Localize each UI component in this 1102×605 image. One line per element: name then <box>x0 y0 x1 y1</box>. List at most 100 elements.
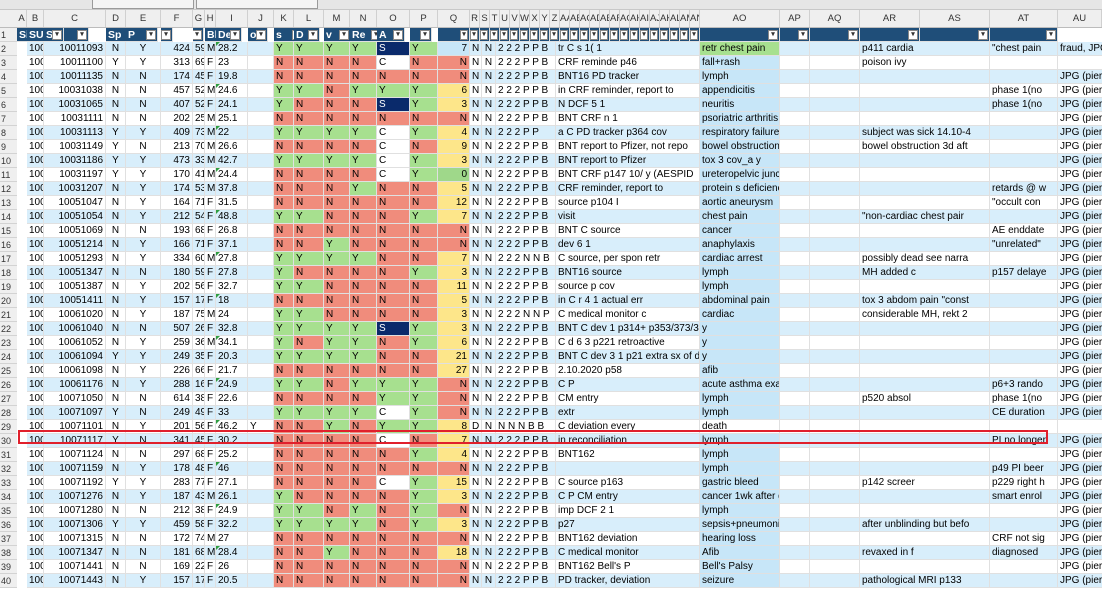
cell-age[interactable]: 73 <box>193 126 205 140</box>
cell-sae[interactable]: bowel obstruction <box>700 140 780 154</box>
cell-bmi[interactable]: 24.9 <box>216 378 248 392</box>
cell-note[interactable] <box>990 280 1058 294</box>
cell-narrative[interactable]: MH added c <box>860 266 990 280</box>
cell-r[interactable]: N <box>482 462 496 476</box>
cell-sp[interactable]: Y <box>126 238 161 252</box>
cell-sp[interactable]: Y <box>126 350 161 364</box>
cell-v[interactable]: N <box>350 238 377 252</box>
cell-source[interactable]: imp DCF 2 1 <box>556 504 700 518</box>
cell-v[interactable]: Y <box>350 322 377 336</box>
cell-sex[interactable]: F <box>205 518 216 532</box>
cell-d[interactable]: Y <box>324 322 350 336</box>
cell-narrative[interactable]: after unblinding but befo <box>860 518 990 532</box>
cell-d[interactable]: N <box>324 490 350 504</box>
cell-example[interactable]: JPG (pierre's list) <box>1058 196 1102 210</box>
cell-count[interactable]: 15 <box>438 476 470 490</box>
cell-a[interactable]: Y <box>410 168 438 182</box>
cell-a[interactable]: N <box>410 56 438 70</box>
cell-re[interactable]: N <box>377 182 410 196</box>
cell-s[interactable]: Y <box>106 476 126 490</box>
cell-source[interactable]: BNT C source <box>556 224 700 238</box>
cell-wp-error[interactable] <box>810 490 860 504</box>
row-header[interactable]: 26 <box>0 378 17 392</box>
cell-subject-id[interactable]: 10011135 <box>44 70 106 84</box>
filter-dropdown-icon[interactable]: ▾ <box>193 30 202 40</box>
cell-q[interactable]: N <box>470 294 482 308</box>
column-header[interactable]: AI <box>640 10 650 27</box>
header-cell[interactable]: P ▾ <box>126 28 158 42</box>
cell-count[interactable]: N <box>438 378 470 392</box>
cell-reason[interactable] <box>780 476 810 490</box>
cell-p[interactable]: 201 <box>161 420 193 434</box>
cell-s2[interactable]: N <box>294 182 324 196</box>
cell-de[interactable] <box>248 56 274 70</box>
cell-wp-error[interactable] <box>810 280 860 294</box>
header-cell[interactable]: ▾ <box>600 28 610 42</box>
cell-narrative[interactable] <box>860 322 990 336</box>
cell-d[interactable]: N <box>324 462 350 476</box>
cell-site[interactable]: 1003 <box>27 168 44 182</box>
cell-d[interactable]: N <box>324 504 350 518</box>
cell-p[interactable]: 181 <box>161 546 193 560</box>
cell-example[interactable]: JPG (pierre's list) <box>1058 140 1102 154</box>
cell-s[interactable]: N <box>106 364 126 378</box>
cell-s2[interactable]: N <box>294 168 324 182</box>
cell-site[interactable]: 1007 <box>27 574 44 588</box>
cell-site[interactable]: 1005 <box>27 280 44 294</box>
cell-wp-error[interactable] <box>810 210 860 224</box>
cell-narrative[interactable]: considerable MH, rekt 2 <box>860 308 990 322</box>
cell-count[interactable]: 3 <box>438 518 470 532</box>
cell-s[interactable]: N <box>106 504 126 518</box>
cell-example[interactable]: JPG (pierre's list), cov_c <box>1058 336 1102 350</box>
cell-s[interactable]: Y <box>106 126 126 140</box>
cell-s2[interactable]: N <box>294 434 324 448</box>
cell-v[interactable]: N <box>350 280 377 294</box>
cell-sae[interactable]: cardiac arrest <box>700 252 780 266</box>
cell-a[interactable]: Y <box>410 210 438 224</box>
cell-narrative[interactable] <box>860 490 990 504</box>
cell-source[interactable]: C source, per spon retr <box>556 252 700 266</box>
cell-p[interactable]: 164 <box>161 196 193 210</box>
cell-d[interactable]: N <box>324 112 350 126</box>
cell-sae[interactable]: abdominal pain <box>700 294 780 308</box>
cell-r[interactable]: N <box>482 42 496 56</box>
cell-wp-error[interactable] <box>810 504 860 518</box>
cell-site[interactable]: 1007 <box>27 448 44 462</box>
cell-site[interactable]: 1005 <box>27 224 44 238</box>
cell-subject-id[interactable]: 10071441 <box>44 560 106 574</box>
cell-reason[interactable] <box>780 532 810 546</box>
filter-dropdown-icon[interactable]: ▾ <box>848 30 858 40</box>
cell-narrative[interactable] <box>860 238 990 252</box>
row-header[interactable]: 25 <box>0 364 17 378</box>
cell-site[interactable]: 1007 <box>27 462 44 476</box>
cell-source[interactable]: C medical monitor <box>556 546 700 560</box>
cell-narrative[interactable] <box>860 448 990 462</box>
cell-s[interactable]: N <box>106 448 126 462</box>
cell-narrative[interactable] <box>860 504 990 518</box>
cell-flags[interactable]: 2 2 2 P P B <box>496 532 556 546</box>
cell-age[interactable]: 49 <box>193 406 205 420</box>
cell-d[interactable]: Y <box>324 238 350 252</box>
cell-wp-error[interactable] <box>810 266 860 280</box>
cell-reason[interactable] <box>780 224 810 238</box>
cell-re[interactable]: Y <box>377 84 410 98</box>
cell-flags[interactable]: 2 2 2 P P B <box>496 210 556 224</box>
cell-reason[interactable] <box>780 196 810 210</box>
cell-site[interactable]: 1005 <box>27 294 44 308</box>
row-header[interactable]: 13 <box>0 196 17 210</box>
cell-narrative[interactable] <box>860 406 990 420</box>
cell-r[interactable]: N <box>482 112 496 126</box>
cell-note[interactable]: "chest pain <box>990 42 1058 56</box>
cell-s2[interactable]: N <box>294 336 324 350</box>
cell-sex[interactable]: F <box>205 350 216 364</box>
cell-site[interactable]: 1006 <box>27 364 44 378</box>
cell-narrative[interactable] <box>860 532 990 546</box>
row-header[interactable]: 33 <box>0 476 17 490</box>
cell-subject-id[interactable]: 10011100 <box>44 56 106 70</box>
cell-sae[interactable]: y <box>700 336 780 350</box>
cell-reason[interactable] <box>780 154 810 168</box>
cell-count[interactable]: 3 <box>438 490 470 504</box>
